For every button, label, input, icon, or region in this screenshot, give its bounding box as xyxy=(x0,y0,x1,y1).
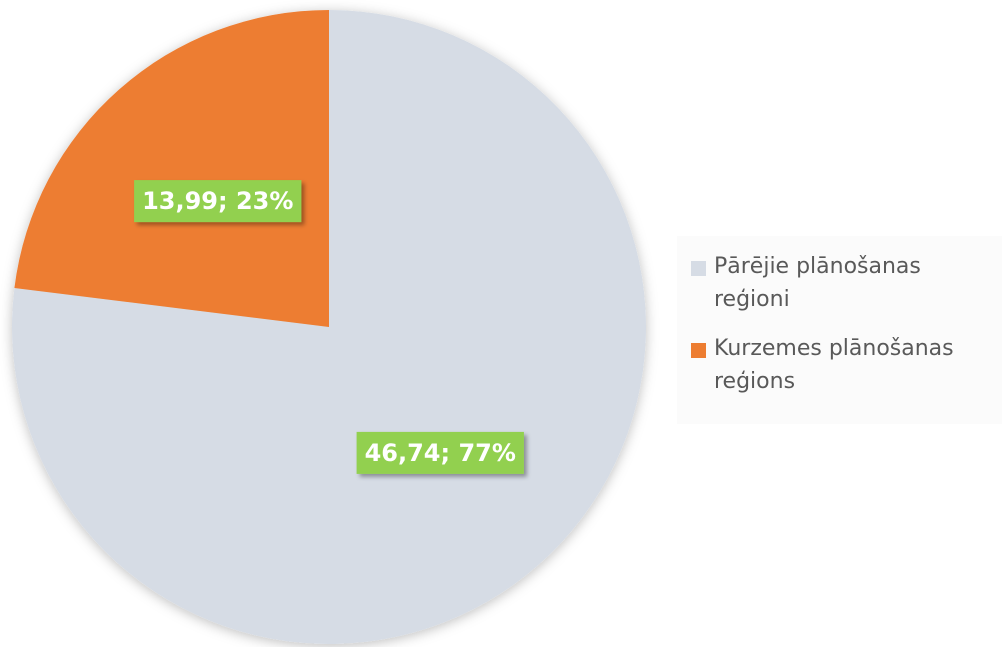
legend-label: Kurzemes plānošanas reģions xyxy=(714,336,954,394)
data-label-box xyxy=(134,180,302,223)
legend: Pārējie plānošanas reģioni Kurzemes plāno… xyxy=(677,236,1002,424)
data-label: 46,74; 77% xyxy=(365,439,516,467)
data-label-box xyxy=(356,431,524,474)
legend-item: Kurzemes plānošanas reģions xyxy=(691,332,1002,398)
legend-swatch xyxy=(691,261,706,276)
legend-item: Pārējie plānošanas reģioni xyxy=(691,250,1002,316)
legend-swatch xyxy=(691,343,706,358)
data-label: 13,99; 23% xyxy=(142,187,293,215)
legend-label: Pārējie plānošanas reģioni xyxy=(714,254,921,312)
pie-slice xyxy=(14,10,330,327)
